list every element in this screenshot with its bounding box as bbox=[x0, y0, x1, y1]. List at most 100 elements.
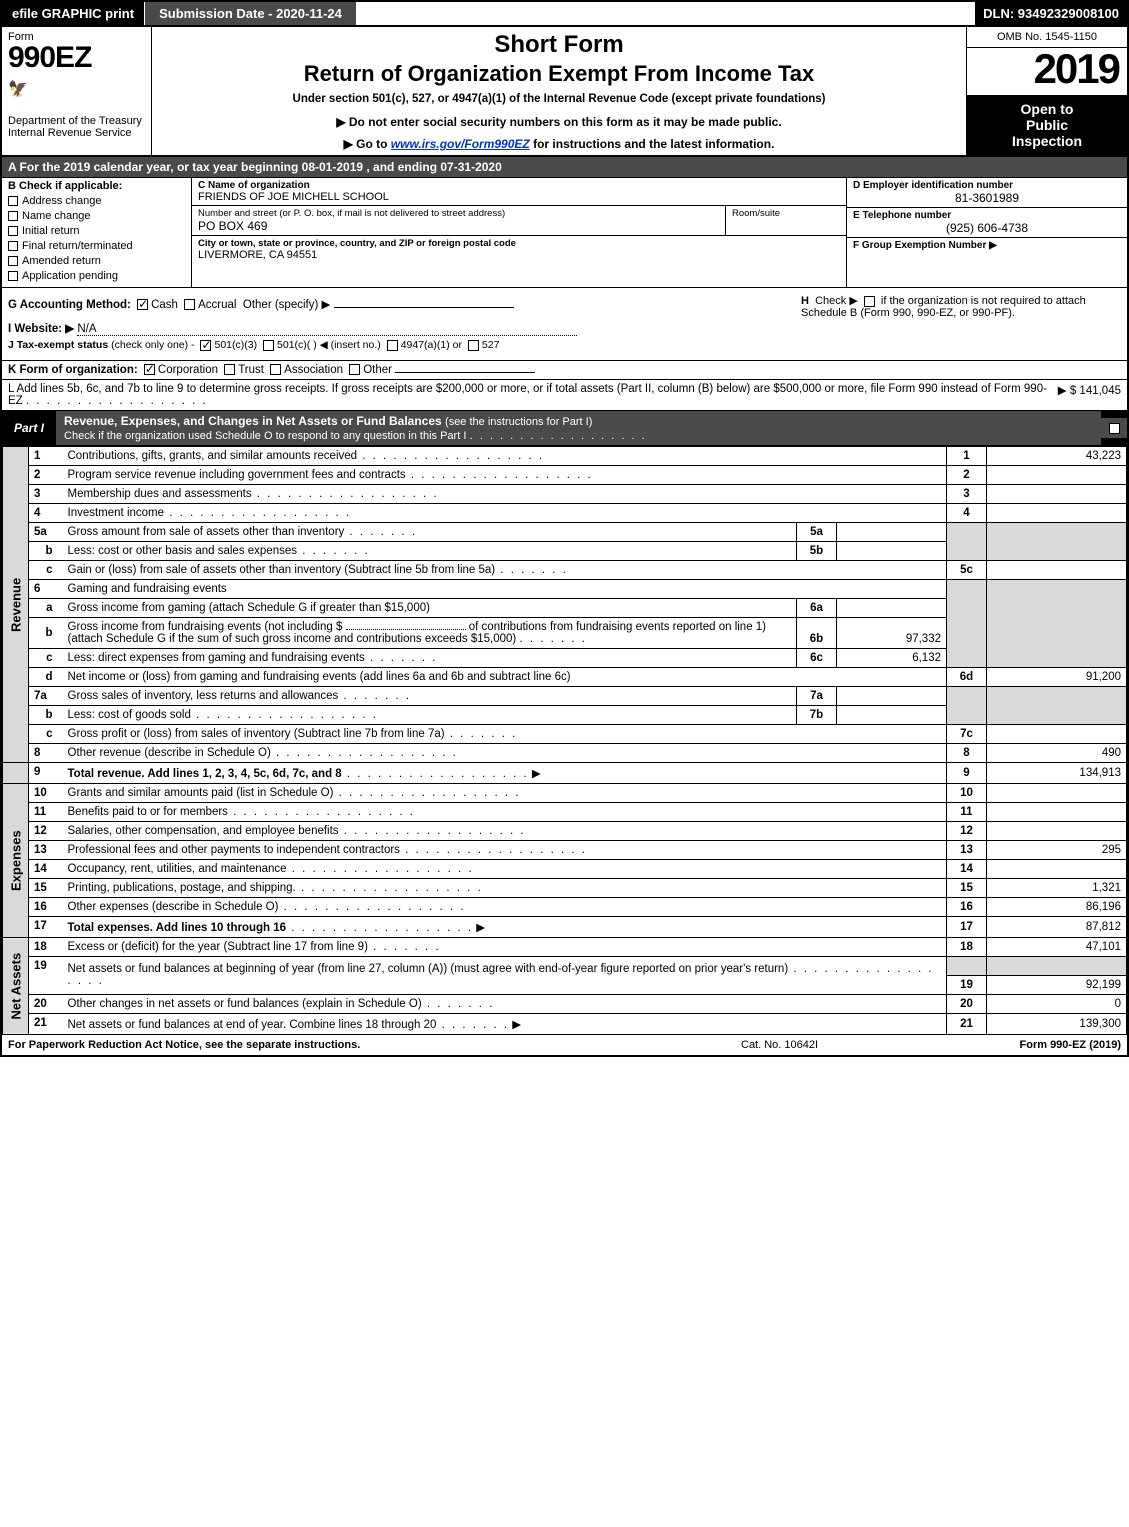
chk-initial-return[interactable]: Initial return bbox=[8, 225, 185, 237]
line-num: 3 bbox=[29, 485, 63, 504]
name-center: C Name of organization FRIENDS OF JOE MI… bbox=[192, 178, 847, 287]
form-header: Form 990EZ 🦅 Department of the Treasury … bbox=[2, 27, 1127, 157]
line-amount: 1,321 bbox=[987, 879, 1127, 898]
line-no-col: 13 bbox=[947, 841, 987, 860]
chk-4947[interactable] bbox=[387, 340, 398, 351]
line-no-col: 3 bbox=[947, 485, 987, 504]
line-num: c bbox=[29, 561, 63, 580]
line-no-col: 12 bbox=[947, 822, 987, 841]
line-no-col: 4 bbox=[947, 504, 987, 523]
line-no-col: 18 bbox=[947, 938, 987, 957]
chk-schedule-b[interactable] bbox=[864, 296, 875, 307]
chk-final-return[interactable]: Final return/terminated bbox=[8, 240, 185, 252]
checkbox-icon bbox=[8, 271, 18, 281]
line-amount bbox=[987, 803, 1127, 822]
line-desc: Gaming and fundraising events bbox=[63, 580, 947, 599]
city-value: LIVERMORE, CA 94551 bbox=[198, 249, 840, 261]
line-desc: Other revenue (describe in Schedule O) bbox=[63, 744, 947, 763]
chk-501c3[interactable] bbox=[200, 340, 211, 351]
assoc-label: Association bbox=[284, 364, 343, 376]
line-no-col: 19 bbox=[947, 975, 987, 994]
irs-link[interactable]: www.irs.gov/Form990EZ bbox=[391, 137, 530, 151]
line-amount bbox=[987, 860, 1127, 879]
footer-form-post: (2019) bbox=[1086, 1039, 1121, 1051]
chk-association[interactable] bbox=[270, 364, 281, 375]
other-label: Other bbox=[363, 364, 392, 376]
line-desc: Gross amount from sale of assets other t… bbox=[63, 523, 797, 542]
chk-schedule-o[interactable] bbox=[1109, 423, 1120, 434]
chk-amended-label: Amended return bbox=[22, 255, 101, 267]
open-to-public-badge: Open to Public Inspection bbox=[967, 95, 1127, 155]
line-11: 11 Benefits paid to or for members 11 bbox=[3, 803, 1127, 822]
chk-corporation[interactable] bbox=[144, 364, 155, 375]
efile-print-button[interactable]: efile GRAPHIC print bbox=[2, 2, 145, 25]
chk-cash[interactable] bbox=[137, 299, 148, 310]
line-desc: Less: direct expenses from gaming and fu… bbox=[63, 649, 797, 668]
greyed-cell bbox=[987, 523, 1127, 542]
line-9: 9 Total revenue. Add lines 1, 2, 3, 4, 5… bbox=[3, 763, 1127, 784]
line-desc: Other expenses (describe in Schedule O) bbox=[63, 898, 947, 917]
greyed-cell bbox=[987, 599, 1127, 618]
checkbox-icon bbox=[8, 256, 18, 266]
chk-accrual[interactable] bbox=[184, 299, 195, 310]
part1-table: Revenue 1 Contributions, gifts, grants, … bbox=[2, 446, 1127, 1035]
greyed-cell bbox=[987, 618, 1127, 649]
accounting-h-row: G Accounting Method: Cash Accrual Other … bbox=[2, 288, 1127, 361]
revenue-side-label: Revenue bbox=[3, 447, 29, 763]
line-desc: Investment income bbox=[63, 504, 947, 523]
chk-amended-return[interactable]: Amended return bbox=[8, 255, 185, 267]
irs-label: Internal Revenue Service bbox=[8, 127, 145, 139]
revenue-side-end bbox=[3, 763, 29, 784]
line-20: 20 Other changes in net assets or fund b… bbox=[3, 994, 1127, 1013]
netassets-side-label: Net Assets bbox=[3, 938, 29, 1035]
line-7c: c Gross profit or (loss) from sales of i… bbox=[3, 725, 1127, 744]
chk-address-change[interactable]: Address change bbox=[8, 195, 185, 207]
line-14: 14 Occupancy, rent, utilities, and maint… bbox=[3, 860, 1127, 879]
greyed-cell bbox=[987, 687, 1127, 706]
line-1: Revenue 1 Contributions, gifts, grants, … bbox=[3, 447, 1127, 466]
trust-label: Trust bbox=[238, 364, 264, 376]
org-name-value: FRIENDS OF JOE MICHELL SCHOOL bbox=[198, 191, 840, 203]
checkbox-icon bbox=[8, 241, 18, 251]
calendar-year-row: A For the 2019 calendar year, or tax yea… bbox=[2, 157, 1127, 178]
line-19a: 19 Net assets or fund balances at beginn… bbox=[3, 957, 1127, 976]
other-specify-label: Other (specify) ▶ bbox=[243, 299, 330, 311]
goto-pre: ▶ Go to bbox=[344, 137, 391, 151]
checkbox-icon bbox=[8, 211, 18, 221]
line-desc: Net assets or fund balances at beginning… bbox=[63, 957, 947, 995]
chk-trust[interactable] bbox=[224, 364, 235, 375]
chk-name-change[interactable]: Name change bbox=[8, 210, 185, 222]
chk-other-org[interactable] bbox=[349, 364, 360, 375]
chk-527[interactable] bbox=[468, 340, 479, 351]
greyed-cell bbox=[947, 957, 987, 976]
sub-label: 6b bbox=[797, 618, 837, 649]
line-num: d bbox=[29, 668, 63, 687]
line-no-col: 2 bbox=[947, 466, 987, 485]
sub-value bbox=[837, 706, 947, 725]
subtitle-ssn-warning: ▶ Do not enter social security numbers o… bbox=[160, 115, 958, 129]
line-amount: 47,101 bbox=[987, 938, 1127, 957]
line-amount: 0 bbox=[987, 994, 1127, 1013]
chk-application-pending[interactable]: Application pending bbox=[8, 270, 185, 282]
501c3-label: 501(c)(3) bbox=[214, 339, 257, 351]
tax-year: 2019 bbox=[967, 48, 1127, 90]
line-num: 15 bbox=[29, 879, 63, 898]
line-desc: Grants and similar amounts paid (list in… bbox=[63, 784, 947, 803]
greyed-cell bbox=[947, 706, 987, 725]
line-6: 6 Gaming and fundraising events bbox=[3, 580, 1127, 599]
sub-value bbox=[837, 687, 947, 706]
line-13: 13 Professional fees and other payments … bbox=[3, 841, 1127, 860]
line-amount: 139,300 bbox=[987, 1013, 1127, 1034]
line-desc: Gross sales of inventory, less returns a… bbox=[63, 687, 797, 706]
line-no-col: 20 bbox=[947, 994, 987, 1013]
chk-name-label: Name change bbox=[22, 210, 91, 222]
chk-501c[interactable] bbox=[263, 340, 274, 351]
line-desc: Occupancy, rent, utilities, and maintena… bbox=[63, 860, 947, 879]
room-cell: Room/suite bbox=[726, 206, 846, 235]
line-num: 14 bbox=[29, 860, 63, 879]
accrual-label: Accrual bbox=[198, 299, 236, 311]
line-no-col: 5c bbox=[947, 561, 987, 580]
dots bbox=[26, 395, 208, 407]
gi-left: G Accounting Method: Cash Accrual Other … bbox=[8, 294, 801, 354]
line-desc: Printing, publications, postage, and shi… bbox=[63, 879, 947, 898]
